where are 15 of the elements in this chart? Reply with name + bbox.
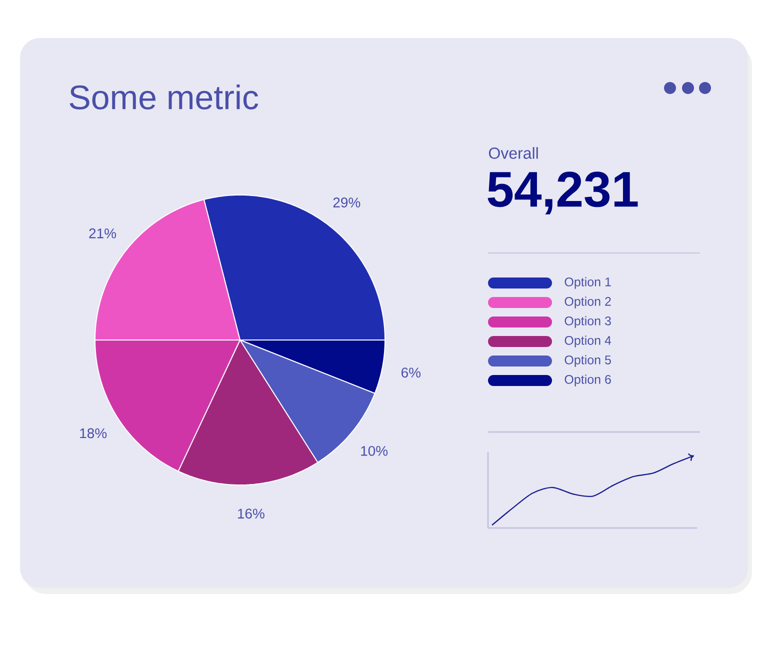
legend-label: Option 2 [564,296,611,308]
data-label: 29% [333,198,360,208]
legend-label: Option 1 [564,277,611,289]
legend-label: Option 6 [564,374,611,386]
chart-title: Some metric [70,84,258,110]
text: Overall [488,147,538,159]
data-label: 18% [80,428,107,438]
data-label: 6% [402,368,421,378]
data-label: 10% [361,446,388,456]
data-label: 21% [89,228,116,238]
data-label: 16% [238,508,264,519]
text: 54,231 [488,172,638,214]
legend-label: Option 3 [564,316,611,328]
legend-label: Option 5 [564,355,611,367]
legend-label: Option 4 [564,336,612,348]
